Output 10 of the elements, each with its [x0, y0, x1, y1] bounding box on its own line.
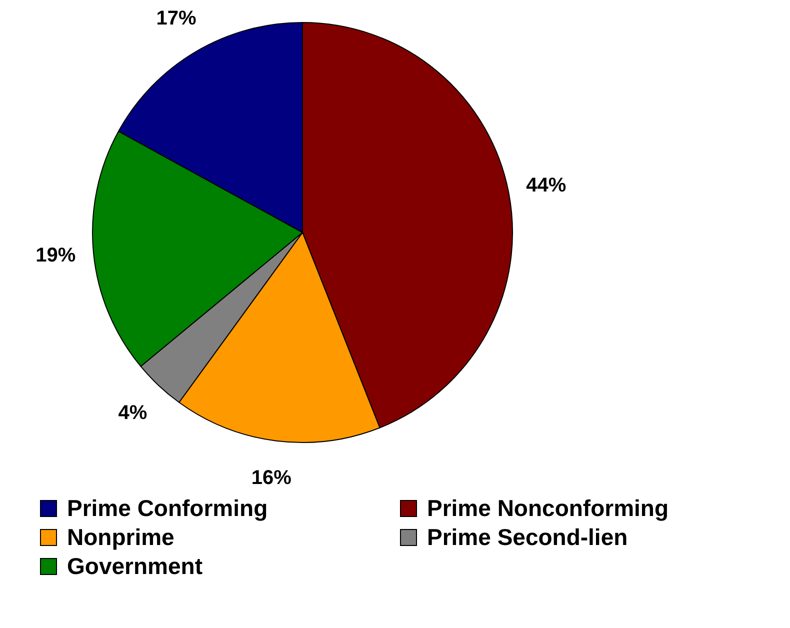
legend-label: Prime Conforming: [67, 495, 268, 522]
legend-label: Nonprime: [67, 524, 174, 551]
legend-label: Prime Second-lien: [427, 524, 628, 551]
legend-label: Government: [67, 553, 202, 580]
data-label: 16%: [251, 467, 292, 490]
data-label: 44%: [526, 174, 566, 197]
legend-label: Prime Nonconforming: [427, 495, 669, 522]
data-label: 19%: [36, 244, 76, 266]
data-label: 17%: [156, 8, 196, 30]
data-label: 4%: [118, 402, 148, 424]
